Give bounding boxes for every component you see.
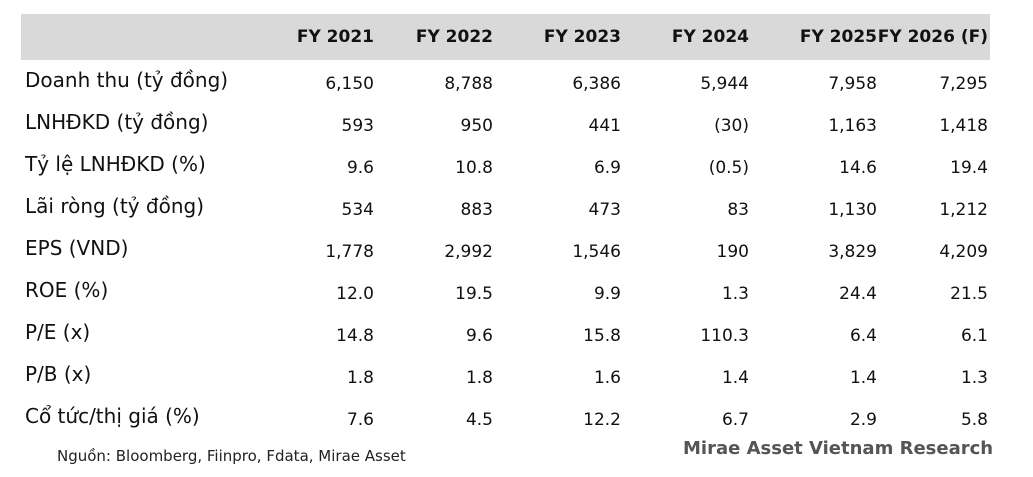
table-cell: 6,386: [572, 74, 621, 94]
row-label: EPS (VND): [25, 236, 129, 260]
row-label: P/E (x): [25, 320, 91, 344]
column-header-fy2022: FY 2022: [415, 27, 493, 47]
row-label: ROE (%): [25, 278, 109, 302]
table-cell: 6,150: [325, 74, 374, 94]
row-label: Doanh thu (tỷ đồng): [25, 68, 229, 92]
table-row: ROE (%) 12.0 19.5 9.9 1.3 24.4 21.5: [21, 270, 990, 312]
table-cell: 1.4: [721, 368, 749, 388]
column-header-fy2023: FY 2023: [543, 27, 621, 47]
table-cell: 14.8: [336, 326, 374, 346]
source-note: Nguồn: Bloomberg, Fiinpro, Fdata, Mirae …: [57, 447, 406, 465]
table-row: Doanh thu (tỷ đồng) 6,150 8,788 6,386 5,944 7…: [21, 60, 990, 102]
table-cell: 6.9: [593, 158, 621, 178]
row-label: P/B (x): [25, 362, 92, 386]
table-cell: 6.7: [721, 410, 749, 430]
table-cell: 7.6: [346, 410, 374, 430]
table-row: Tỷ lệ LNHĐKD (%) 9.6 10.8 6.9 (0.5) 14.6 19.4: [21, 144, 990, 186]
table-cell: 5.8: [960, 410, 988, 430]
table-cell: 2,992: [444, 242, 493, 262]
table-cell: 19.4: [950, 158, 988, 178]
table-cell: 8,788: [444, 74, 493, 94]
table-cell: 110.3: [700, 326, 749, 346]
table-cell: 1.8: [346, 368, 374, 388]
table-cell: 534: [341, 200, 374, 220]
table-cell: 950: [460, 116, 493, 136]
table-cell: 1.8: [465, 368, 493, 388]
table-cell: 7,958: [828, 74, 877, 94]
table-cell: 4,209: [939, 242, 988, 262]
column-header-fy2025: FY 2025: [799, 27, 877, 47]
table-cell: 15.8: [583, 326, 621, 346]
table-cell: 1,418: [939, 116, 988, 136]
table-cell: 9.6: [346, 158, 374, 178]
table-cell: 12.2: [583, 410, 621, 430]
table-row: EPS (VND) 1,778 2,992 1,546 190 3,829 4,209: [21, 228, 990, 270]
table-header-row: FY 2021 FY 2022 FY 2023 FY 2024 FY 2025 …: [21, 14, 990, 60]
row-label: Lãi ròng (tỷ đồng): [25, 194, 205, 218]
table-cell: 10.8: [455, 158, 493, 178]
table-cell: 14.6: [839, 158, 877, 178]
table-cell: 1,778: [325, 242, 374, 262]
table-cell: 83: [727, 200, 749, 220]
table-cell: (0.5): [708, 158, 749, 178]
row-label: Cổ tức/thị giá (%): [25, 404, 200, 428]
table-row: LNHĐKD (tỷ đồng) 593 950 441 (30) 1,163 1,418: [21, 102, 990, 144]
table-cell: 5,944: [700, 74, 749, 94]
column-header-fy2021: FY 2021: [296, 27, 374, 47]
table-row: P/E (x) 14.8 9.6 15.8 110.3 6.4 6.1: [21, 312, 990, 354]
table-cell: 1,212: [939, 200, 988, 220]
financial-table: FY 2021 FY 2022 FY 2023 FY 2024 FY 2025 …: [21, 14, 990, 438]
row-label: LNHĐKD (tỷ đồng): [25, 110, 209, 134]
table-cell: 19.5: [455, 284, 493, 304]
table-cell: (30): [714, 116, 749, 136]
table-cell: 593: [341, 116, 374, 136]
table-cell: 3,829: [828, 242, 877, 262]
table-cell: 883: [460, 200, 493, 220]
table-cell: 190: [716, 242, 749, 262]
table-cell: 4.5: [465, 410, 493, 430]
table-row: Cổ tức/thị giá (%) 7.6 4.5 12.2 6.7 2.9 5.8: [21, 396, 990, 438]
table-cell: 9.6: [465, 326, 493, 346]
table-cell: 21.5: [950, 284, 988, 304]
table-cell: 24.4: [839, 284, 877, 304]
column-header-fy2024: FY 2024: [671, 27, 749, 47]
table-body: Doanh thu (tỷ đồng) 6,150 8,788 6,386 5,944 7…: [21, 60, 990, 438]
table-cell: 473: [588, 200, 621, 220]
table-cell: 1,163: [828, 116, 877, 136]
row-label: Tỷ lệ LNHĐKD (%): [25, 152, 206, 176]
table-cell: 2.9: [849, 410, 877, 430]
table-cell: 1.3: [960, 368, 988, 388]
table-cell: 6.4: [849, 326, 877, 346]
table-cell: 9.9: [593, 284, 621, 304]
research-brand: Mirae Asset Vietnam Research: [683, 438, 994, 459]
table-cell: 12.0: [336, 284, 374, 304]
table-cell: 1.6: [593, 368, 621, 388]
table-cell: 1.3: [721, 284, 749, 304]
table-cell: 6.1: [960, 326, 988, 346]
table-cell: 441: [588, 116, 621, 136]
table-cell: 1,130: [828, 200, 877, 220]
table-cell: 1,546: [572, 242, 621, 262]
table-cell: 7,295: [939, 74, 988, 94]
column-header-fy2026f: FY 2026 (F): [877, 27, 988, 47]
table-row: Lãi ròng (tỷ đồng) 534 883 473 83 1,130 1,212: [21, 186, 990, 228]
table-cell: 1.4: [849, 368, 877, 388]
table-row: P/B (x) 1.8 1.8 1.6 1.4 1.4 1.3: [21, 354, 990, 396]
